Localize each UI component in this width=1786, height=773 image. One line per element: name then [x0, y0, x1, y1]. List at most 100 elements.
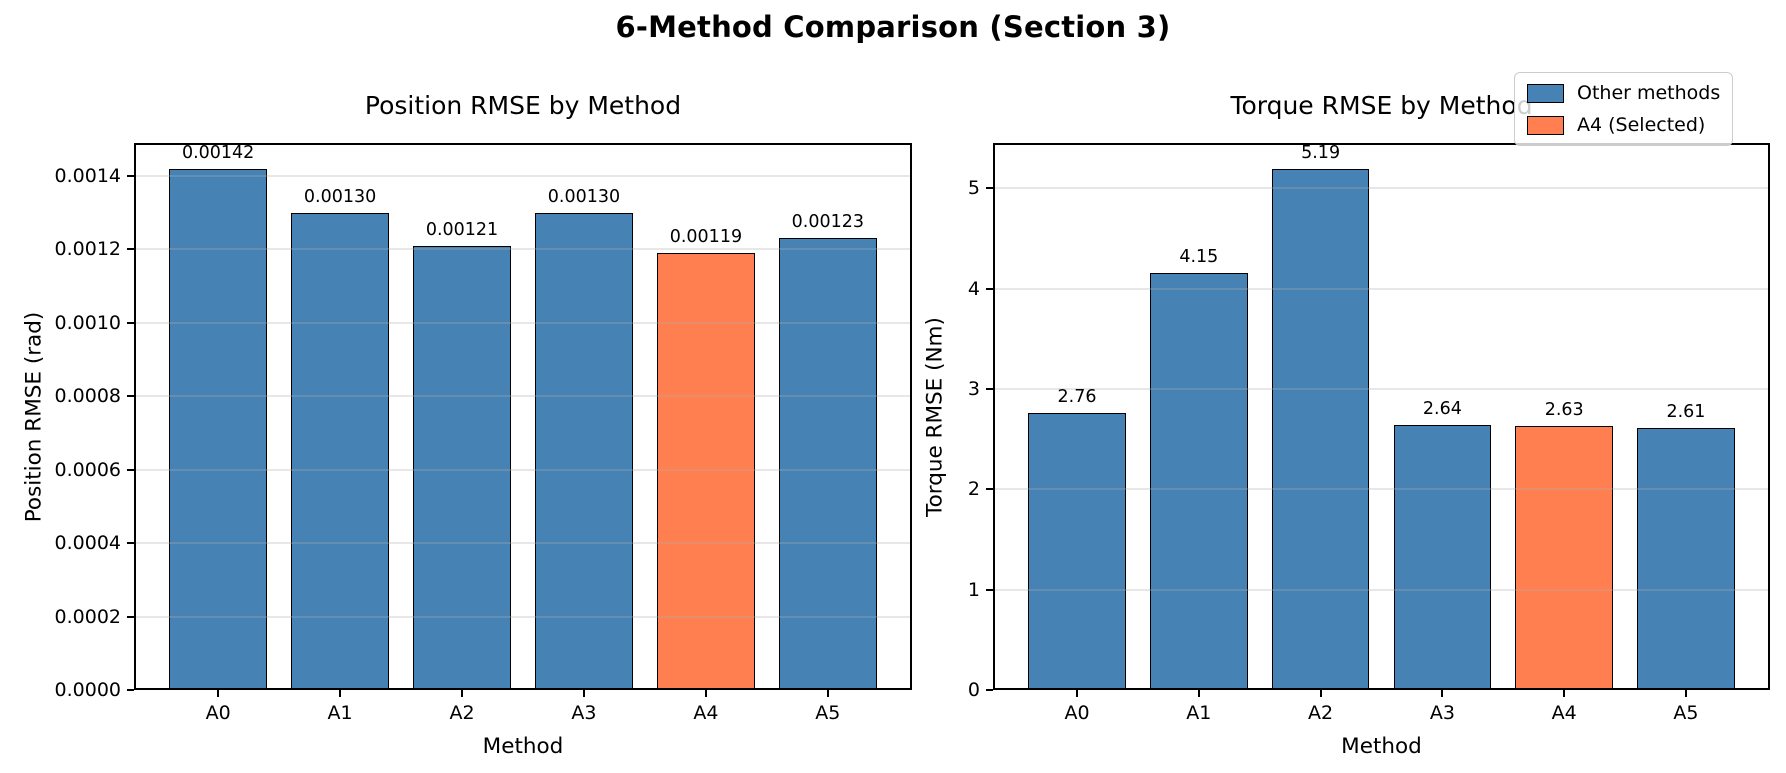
grid-line [136, 542, 910, 545]
legend-label: A4 (Selected) [1577, 114, 1706, 136]
x-tick-mark [826, 690, 829, 697]
y-tick-label: 0.0000 [54, 679, 121, 701]
x-tick-label: A4 [693, 702, 719, 724]
grid-line [136, 175, 910, 178]
bar-a5 [779, 238, 877, 690]
bar-a0 [169, 168, 267, 690]
x-tick-label: A3 [571, 702, 597, 724]
chart-title: Position RMSE by Method [364, 91, 682, 120]
x-axis-label: Method [1341, 734, 1422, 759]
y-tick-label: 0.0004 [54, 532, 121, 555]
y-tick-mark [127, 175, 134, 178]
x-tick-label: A4 [1551, 702, 1577, 724]
bar-value-label: 2.61 [1666, 402, 1706, 423]
bar-value-label: 4.15 [1179, 247, 1219, 268]
grid-line [136, 248, 910, 251]
y-tick-label: 0.0006 [54, 458, 121, 481]
legend-label: Other methods [1577, 82, 1721, 104]
legend-item-a4-selected: A4 (Selected) [1527, 114, 1720, 136]
bar-a1 [1150, 273, 1248, 690]
y-tick-mark [986, 488, 993, 491]
y-axis-label: Torque RMSE (Nm) [922, 316, 948, 517]
bar-value-label: 0.00121 [425, 219, 499, 240]
y-tick-mark [127, 615, 134, 618]
bar-a1 [291, 212, 389, 690]
grid-line [136, 395, 910, 398]
grid-line [136, 321, 910, 324]
grid-line [995, 187, 1768, 190]
grid-line [995, 287, 1768, 290]
grid-line [136, 468, 910, 471]
bar-a4 [1515, 426, 1613, 690]
grid-line [995, 387, 1768, 390]
x-axis-label: Method [482, 734, 564, 759]
chart-title: Torque RMSE by Method [1230, 91, 1533, 120]
y-tick-mark [127, 248, 134, 251]
x-tick-label: A0 [1064, 702, 1090, 724]
x-tick-label: A3 [1429, 702, 1455, 724]
bar-a3 [535, 212, 633, 690]
y-tick-mark [127, 468, 134, 471]
y-tick-label: 4 [967, 277, 980, 300]
legend-swatch-other-methods-icon [1527, 83, 1564, 103]
legend: Other methods A4 (Selected) [1514, 72, 1734, 146]
y-tick-label: 0.0014 [54, 165, 121, 188]
bar-value-label: 2.63 [1544, 400, 1584, 421]
x-tick-mark [1441, 690, 1444, 697]
y-tick-label: 1 [967, 578, 980, 601]
y-tick-mark [986, 387, 993, 390]
grid-line [995, 588, 1768, 591]
x-tick-label: A5 [1673, 702, 1699, 724]
y-tick-mark [127, 542, 134, 545]
x-tick-label: A5 [815, 702, 841, 724]
x-tick-mark [1319, 690, 1322, 697]
bar-value-label: 2.64 [1422, 399, 1462, 420]
y-tick-label: 0.0002 [54, 605, 121, 628]
bar-value-label: 5.19 [1301, 143, 1341, 164]
bar-a2 [413, 245, 511, 690]
y-tick-mark [986, 187, 993, 190]
bar-a5 [1637, 428, 1735, 690]
bar-value-label: 0.00130 [547, 186, 621, 207]
y-tick-mark [127, 689, 134, 691]
y-tick-label: 0.0012 [54, 238, 121, 261]
y-tick-mark [127, 395, 134, 398]
y-tick-label: 0.0008 [54, 385, 121, 408]
x-tick-label: A0 [205, 702, 231, 724]
y-axis-label: Position RMSE (rad) [21, 311, 47, 522]
x-tick-label: A1 [1186, 702, 1212, 724]
x-tick-label: A2 [449, 702, 475, 724]
x-tick-mark [1197, 690, 1200, 697]
bar-a3 [1393, 425, 1492, 690]
bar-a0 [1028, 413, 1126, 690]
bar-a2 [1271, 169, 1370, 690]
x-tick-label: A1 [327, 702, 353, 724]
x-tick-mark [461, 690, 464, 697]
position-rmse-chart: Position RMSE by Method Position RMSE (r… [22, 91, 912, 759]
legend-item-other-methods: Other methods [1527, 82, 1720, 104]
y-tick-mark [127, 321, 134, 324]
x-tick-mark [339, 690, 342, 697]
bar-value-label: 0.00142 [181, 142, 255, 163]
bar-value-label: 2.76 [1057, 387, 1097, 407]
x-tick-mark [582, 690, 585, 697]
y-tick-mark [986, 588, 993, 591]
legend-swatch-a4-selected-icon [1527, 115, 1564, 135]
y-tick-label: 3 [967, 377, 980, 400]
grid-line [136, 615, 910, 618]
x-tick-mark [1076, 690, 1079, 697]
y-tick-mark [986, 689, 993, 691]
grid-line [995, 488, 1768, 491]
torque-rmse-chart: Torque RMSE by Method Torque RMSE (Nm) M… [923, 91, 1770, 759]
x-tick-label: A2 [1308, 702, 1334, 724]
x-tick-mark [704, 690, 707, 697]
y-tick-label: 5 [967, 177, 980, 200]
x-tick-mark [217, 690, 220, 697]
bar-value-label: 0.00123 [791, 212, 865, 233]
x-tick-mark [1563, 690, 1566, 697]
bar-value-label: 0.00119 [669, 227, 743, 248]
y-tick-mark [986, 287, 993, 290]
y-tick-label: 2 [967, 478, 980, 501]
bar-a4 [657, 253, 755, 690]
